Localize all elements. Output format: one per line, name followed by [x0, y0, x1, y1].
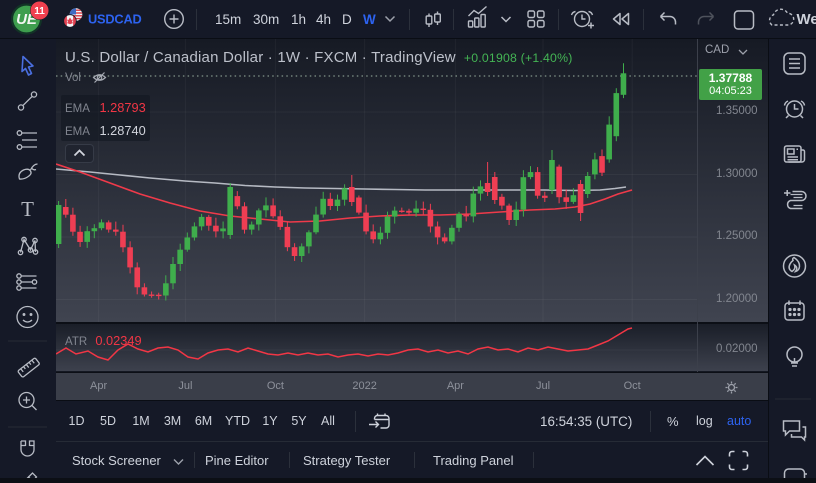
svg-text:11: 11	[34, 6, 45, 17]
svg-text:T: T	[21, 197, 34, 221]
svg-text:USDCAD: USDCAD	[88, 12, 142, 27]
svg-text:We: We	[797, 11, 816, 28]
